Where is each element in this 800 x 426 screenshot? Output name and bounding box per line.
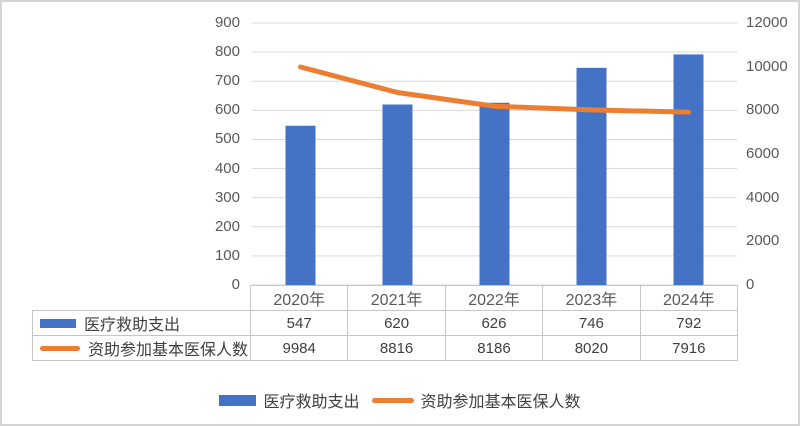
table-header-cell: 2023年 bbox=[543, 286, 640, 310]
bar-swatch-icon bbox=[219, 394, 257, 406]
legend-label-expenditure: 医疗救助支出 bbox=[263, 394, 360, 411]
right-axis-tick: 0 bbox=[746, 276, 755, 293]
right-axis-tick: 2000 bbox=[746, 232, 780, 250]
series-name: 资助参加基本医保人数 bbox=[88, 342, 249, 359]
right-axis-tick: 10000 bbox=[746, 57, 788, 75]
legend: 医疗救助支出 资助参加基本医保人数 bbox=[2, 388, 798, 412]
table-series-label: 资助参加基本医保人数 bbox=[33, 336, 250, 360]
legend-item-insured: 资助参加基本医保人数 bbox=[371, 388, 581, 412]
table-value-cell: 792 bbox=[640, 311, 737, 335]
line-swatch-icon bbox=[371, 397, 414, 403]
left-axis-tick: 0 bbox=[231, 276, 240, 293]
table-value-cell: 8816 bbox=[348, 336, 445, 360]
left-axis-tick: 900 bbox=[214, 14, 240, 31]
table-value-cell: 746 bbox=[543, 311, 640, 335]
bar-swatch-icon bbox=[40, 318, 76, 328]
table-value-cell: 8186 bbox=[445, 336, 543, 360]
table-value-cell: 7916 bbox=[640, 336, 737, 360]
trend-line bbox=[298, 64, 691, 115]
legend-label-insured: 资助参加基本医保人数 bbox=[420, 394, 581, 411]
table-header-cell: 2021年 bbox=[348, 286, 445, 310]
left-axis-tick: 300 bbox=[214, 188, 240, 206]
left-axis-tick: 200 bbox=[214, 217, 240, 235]
series-label-column: 医疗救助支出资助参加基本医保人数 bbox=[32, 310, 251, 361]
table-value-cell: 547 bbox=[251, 311, 348, 335]
table-header-cell: 2024年 bbox=[640, 286, 737, 310]
chart-bar bbox=[285, 125, 316, 285]
chart-bar bbox=[576, 67, 607, 285]
table-header-cell: 2022年 bbox=[445, 286, 543, 310]
legend-item-expenditure: 医疗救助支出 bbox=[219, 388, 360, 412]
table-header-cell: 2020年 bbox=[251, 286, 348, 310]
right-axis-tick: 6000 bbox=[746, 145, 780, 162]
right-axis-tick: 12000 bbox=[746, 14, 788, 31]
chart-bar bbox=[479, 102, 510, 286]
table-value-cell: 620 bbox=[348, 311, 445, 335]
table-value-cell: 626 bbox=[445, 311, 543, 335]
left-axis-tick: 800 bbox=[214, 43, 240, 61]
chart-bar bbox=[673, 54, 704, 285]
right-axis-tick: 8000 bbox=[746, 101, 780, 119]
table-value-cell: 8020 bbox=[543, 336, 640, 360]
line-swatch-icon bbox=[40, 345, 80, 351]
chart-bar bbox=[382, 104, 413, 285]
left-axis-tick: 700 bbox=[214, 72, 240, 90]
table-value-cell: 9984 bbox=[251, 336, 348, 360]
left-axis-tick: 100 bbox=[214, 246, 240, 264]
left-axis-tick: 600 bbox=[214, 101, 240, 119]
left-axis-tick: 500 bbox=[214, 130, 240, 148]
right-axis-tick: 4000 bbox=[746, 188, 780, 206]
table-series-label: 医疗救助支出 bbox=[33, 311, 250, 335]
data-table: 2020年 2021年 2022年 2023年 2024年 547 620 626 746 792… bbox=[250, 285, 738, 361]
series-name: 医疗救助支出 bbox=[84, 317, 181, 334]
left-axis-tick: 400 bbox=[214, 159, 240, 177]
